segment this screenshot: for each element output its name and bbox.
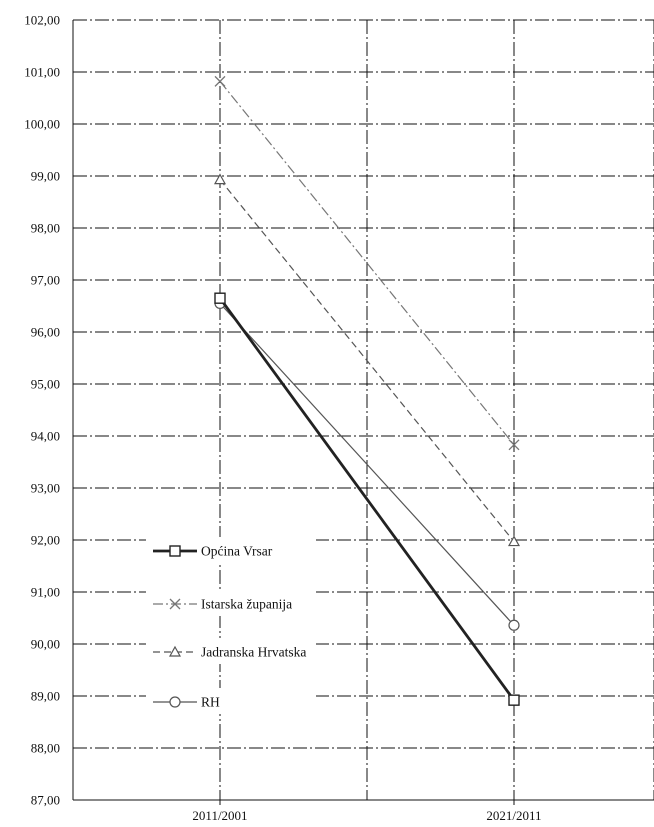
series-line bbox=[219, 179, 515, 542]
axes: 87,00 88,00 89,00 90,00 91,00 92,00 93,00 94,00… bbox=[24, 13, 541, 824]
legend-label: Istarska županija bbox=[201, 597, 292, 612]
legend-label: Jadranska Hrvatska bbox=[201, 645, 306, 660]
marker-cross bbox=[214, 75, 226, 87]
y-tick-label: 101,00 bbox=[24, 65, 60, 80]
marker-square bbox=[169, 545, 181, 557]
marker-cross bbox=[169, 598, 181, 610]
marker-triangle bbox=[507, 535, 521, 547]
legend-label: RH bbox=[201, 695, 220, 710]
y-tick-label: 91,00 bbox=[31, 585, 60, 600]
legend: Općina Vrsar Istarska županija Jadranska H… bbox=[146, 537, 316, 714]
y-tick-label: 98,00 bbox=[31, 221, 60, 236]
legend-item: Jadranska Hrvatska bbox=[146, 638, 316, 664]
legend-item: Općina Vrsar bbox=[146, 537, 316, 563]
series-line bbox=[218, 297, 516, 701]
y-tick-label: 92,00 bbox=[31, 533, 60, 548]
y-tick-label: 95,00 bbox=[31, 377, 60, 392]
y-tick-label: 102,00 bbox=[24, 13, 60, 28]
marker-circle bbox=[508, 619, 520, 631]
marker-square bbox=[214, 292, 226, 304]
y-tick-label: 97,00 bbox=[31, 273, 60, 288]
marker-cross bbox=[508, 439, 520, 451]
y-tick-label: 99,00 bbox=[31, 169, 60, 184]
series-cross bbox=[214, 75, 520, 451]
series-line bbox=[219, 302, 515, 626]
x-tick-label: 2021/2011 bbox=[486, 808, 541, 823]
grid bbox=[72, 19, 654, 801]
y-tick-label: 96,00 bbox=[31, 325, 60, 340]
marker-triangle bbox=[213, 173, 227, 185]
marker-circle bbox=[169, 696, 181, 708]
y-tick-label: 87,00 bbox=[31, 793, 60, 808]
series-line bbox=[219, 80, 515, 446]
y-tick-label: 94,00 bbox=[31, 429, 60, 444]
legend-label: Općina Vrsar bbox=[201, 544, 273, 559]
series-lines bbox=[213, 75, 521, 706]
x-tick-label: 2011/2001 bbox=[192, 808, 247, 823]
y-tick-label: 90,00 bbox=[31, 637, 60, 652]
y-tick-label: 89,00 bbox=[31, 689, 60, 704]
y-tick-label: 88,00 bbox=[31, 741, 60, 756]
marker-triangle bbox=[168, 645, 182, 657]
legend-item: RH bbox=[146, 688, 316, 714]
legend-item: Istarska županija bbox=[146, 590, 316, 616]
y-tick-label: 100,00 bbox=[24, 117, 60, 132]
marker-square bbox=[508, 694, 520, 706]
series-triangle bbox=[213, 173, 521, 547]
series-square bbox=[214, 292, 520, 706]
y-tick-label: 93,00 bbox=[31, 481, 60, 496]
